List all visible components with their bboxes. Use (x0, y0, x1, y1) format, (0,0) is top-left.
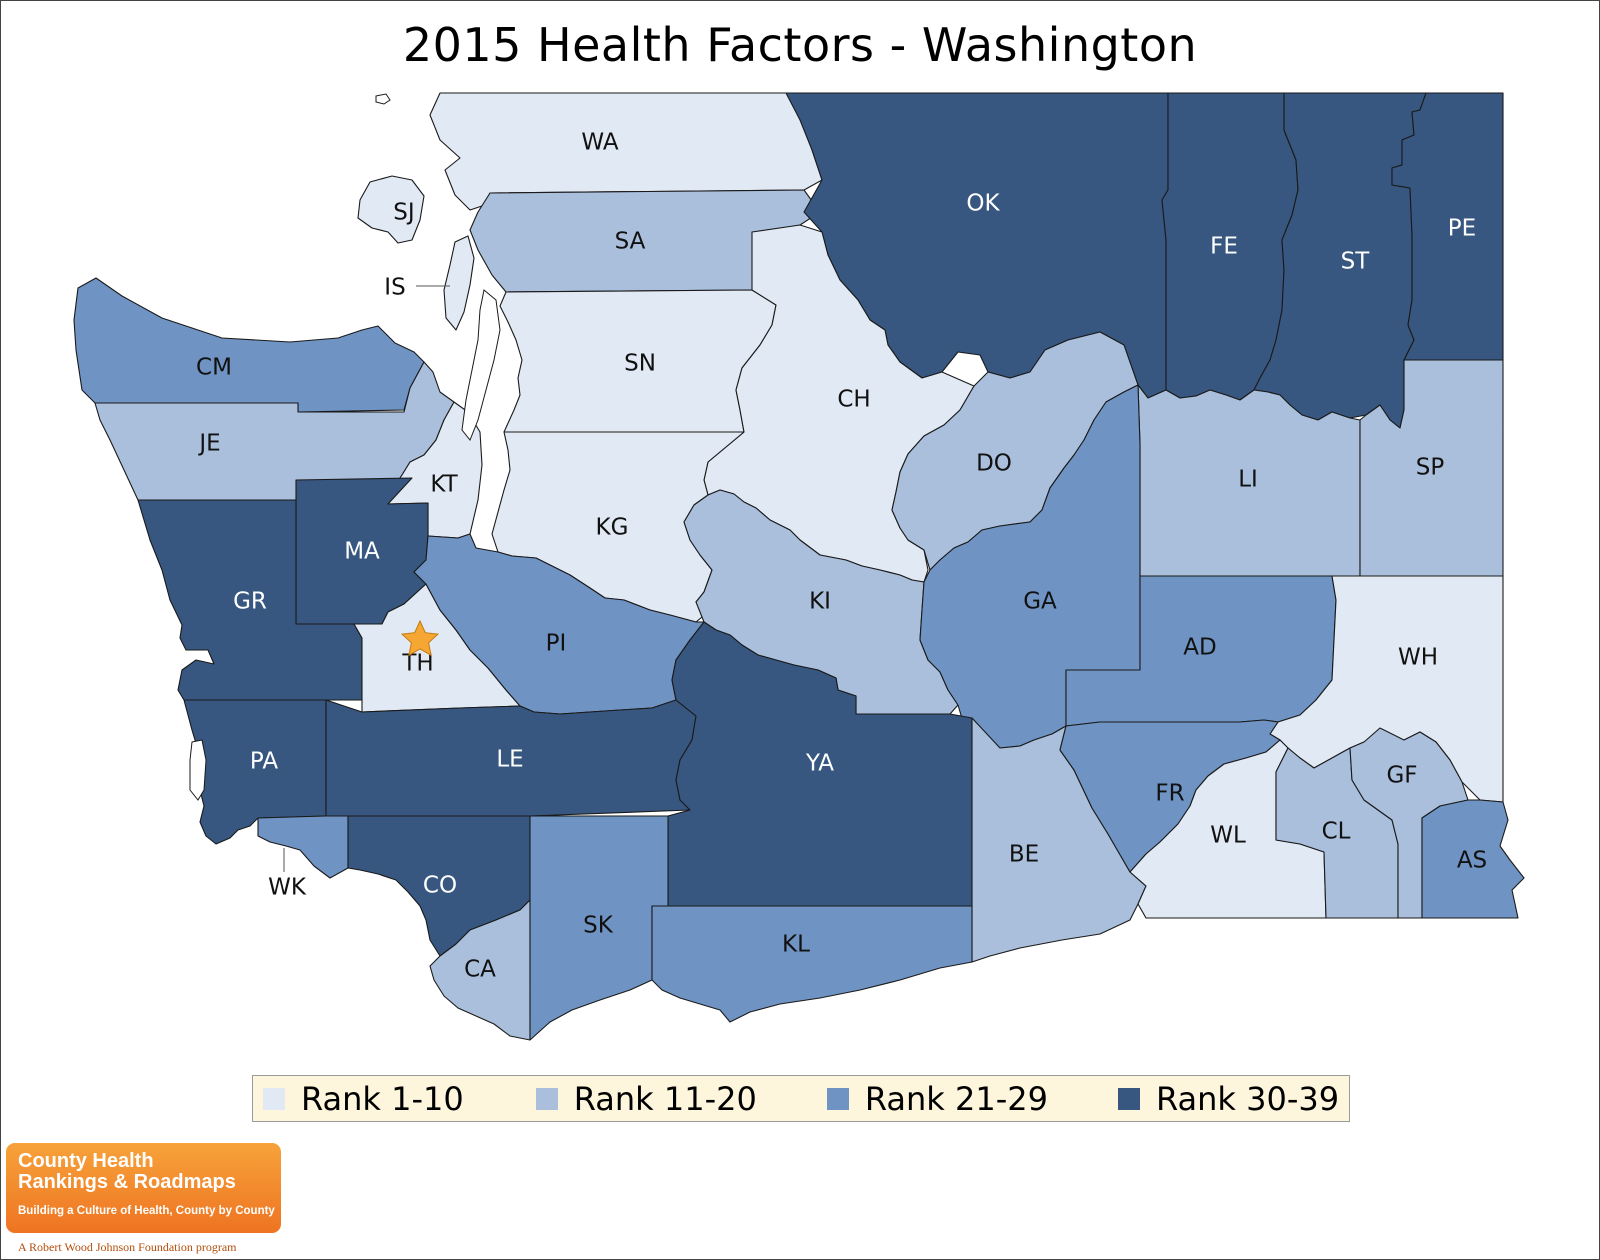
county-labels: WA SJ IS SA OK FE ST PE CM JE SN CH DO LI SP KT KG MA GR TH… (196, 130, 1487, 983)
county-label-cl: CL (1322, 819, 1351, 845)
logo-tagline: Building a Culture of Health, County by … (18, 1205, 275, 1217)
county-label-th: TH (401, 651, 433, 677)
county-label-li: LI (1238, 467, 1258, 493)
county-WL[interactable] (1129, 739, 1327, 919)
county-label-cm: CM (196, 355, 232, 381)
puget-sound-island (461, 289, 501, 441)
legend-swatch (535, 1087, 558, 1110)
county-label-gf: GF (1386, 763, 1417, 789)
county-AS[interactable] (1421, 799, 1525, 919)
legend-label: Rank 21-29 (864, 1079, 1048, 1118)
county-label-pi: PI (546, 631, 567, 657)
county-label-co: CO (423, 873, 457, 899)
legend: Rank 1-10 Rank 11-20 Rank 21-29 Rank 30-… (252, 1075, 1350, 1122)
county-label-sj: SJ (393, 200, 414, 226)
county-label-is: IS (384, 275, 405, 301)
legend-swatch (826, 1087, 849, 1110)
county-label-ki: KI (809, 589, 831, 615)
legend-item-rank-30-39: Rank 30-39 (1117, 1079, 1340, 1118)
legend-swatch (263, 1087, 285, 1110)
county-KL[interactable] (651, 905, 973, 1023)
county-label-fe: FE (1210, 234, 1238, 260)
legend-label: Rank 30-39 (1155, 1079, 1340, 1118)
county-CA[interactable] (429, 899, 531, 1041)
foundation-credit: A Robert Wood Johnson Foundation program (18, 1240, 237, 1254)
county-label-ca: CA (464, 957, 496, 983)
county-label-kl: KL (782, 932, 810, 958)
county-label-fr: FR (1155, 781, 1184, 807)
small-island (375, 93, 391, 105)
county-label-wk: WK (268, 875, 307, 901)
county-label-ok: OK (966, 191, 1000, 217)
legend-item-rank-21-29: Rank 21-29 (826, 1079, 1048, 1118)
county-SJ[interactable] (357, 175, 425, 244)
legend-swatch (1117, 1087, 1140, 1110)
county-label-do: DO (976, 451, 1012, 477)
county-label-sa: SA (615, 229, 646, 255)
county-label-as: AS (1457, 848, 1487, 874)
county-label-sp: SP (1416, 455, 1445, 481)
county-label-ch: CH (837, 387, 870, 413)
county-label-pa: PA (250, 749, 278, 775)
county-label-je: JE (197, 431, 220, 457)
county-label-le: LE (496, 747, 523, 773)
county-label-be: BE (1009, 842, 1039, 868)
county-label-wl: WL (1210, 823, 1246, 849)
county-label-kg: KG (596, 515, 629, 541)
county-WK[interactable] (257, 815, 349, 879)
county-health-rankings-logo[interactable]: County Health Rankings & Roadmaps Buildi… (6, 1143, 281, 1233)
county-IS[interactable] (443, 235, 475, 331)
legend-item-rank-11-20: Rank 11-20 (535, 1079, 757, 1118)
county-SK[interactable] (529, 815, 669, 1041)
star-icon (400, 619, 440, 657)
county-label-ya: YA (805, 751, 834, 777)
county-label-kt: KT (430, 472, 458, 498)
county-label-gr: GR (233, 589, 267, 615)
county-CM[interactable] (73, 277, 425, 413)
legend-item-rank-1-10: Rank 1-10 (263, 1080, 464, 1118)
county-label-st: ST (1341, 249, 1371, 275)
map-title: 2015 Health Factors - Washington (402, 18, 1198, 72)
logo-line-2: Rankings & Roadmaps (18, 1171, 236, 1193)
county-label-wh: WH (1398, 645, 1438, 671)
county-label-ga: GA (1023, 589, 1057, 615)
legend-label: Rank 11-20 (573, 1079, 757, 1118)
logo-line-1: County Health (18, 1150, 154, 1172)
legend-label: Rank 1-10 (301, 1079, 464, 1118)
county-label-wa: WA (581, 130, 618, 156)
willapa-bay-island (189, 739, 207, 801)
logo-title: County Health Rankings & Roadmaps (18, 1151, 258, 1193)
county-label-sk: SK (583, 913, 614, 939)
county-label-sn: SN (624, 351, 656, 377)
county-label-ad: AD (1183, 635, 1216, 661)
county-label-pe: PE (1448, 216, 1476, 242)
county-label-ma: MA (344, 539, 380, 565)
